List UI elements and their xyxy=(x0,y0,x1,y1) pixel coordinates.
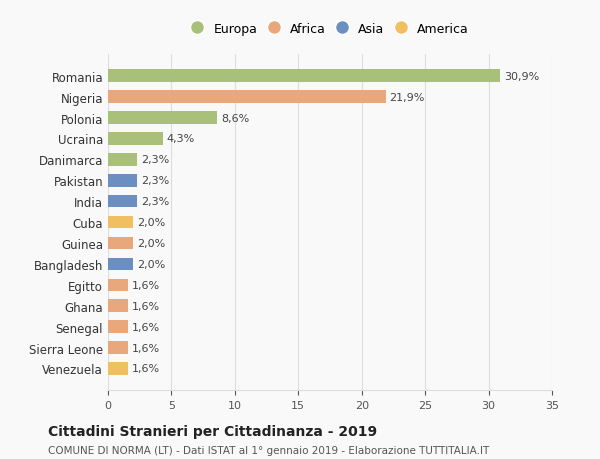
Text: 2,0%: 2,0% xyxy=(137,259,166,269)
Text: 2,3%: 2,3% xyxy=(141,155,169,165)
Text: 2,3%: 2,3% xyxy=(141,176,169,186)
Text: Cittadini Stranieri per Cittadinanza - 2019: Cittadini Stranieri per Cittadinanza - 2… xyxy=(48,425,377,438)
Bar xyxy=(108,237,133,250)
Bar xyxy=(108,363,128,375)
Text: 1,6%: 1,6% xyxy=(132,343,160,353)
Bar xyxy=(108,174,137,187)
Bar xyxy=(108,279,128,291)
Bar xyxy=(108,91,386,104)
Text: 1,6%: 1,6% xyxy=(132,322,160,332)
Text: 1,6%: 1,6% xyxy=(132,364,160,374)
Text: 8,6%: 8,6% xyxy=(221,113,249,123)
Bar xyxy=(108,112,217,124)
Bar xyxy=(108,341,128,354)
Bar xyxy=(108,133,163,146)
Text: 2,0%: 2,0% xyxy=(137,218,166,228)
Legend: Europa, Africa, Asia, America: Europa, Africa, Asia, America xyxy=(186,18,474,41)
Text: 4,3%: 4,3% xyxy=(166,134,194,144)
Text: 30,9%: 30,9% xyxy=(504,72,539,82)
Text: 2,3%: 2,3% xyxy=(141,197,169,207)
Text: 1,6%: 1,6% xyxy=(132,301,160,311)
Bar xyxy=(108,70,500,83)
Text: 21,9%: 21,9% xyxy=(389,92,425,102)
Text: COMUNE DI NORMA (LT) - Dati ISTAT al 1° gennaio 2019 - Elaborazione TUTTITALIA.I: COMUNE DI NORMA (LT) - Dati ISTAT al 1° … xyxy=(48,445,489,455)
Text: 2,0%: 2,0% xyxy=(137,239,166,248)
Bar xyxy=(108,196,137,208)
Bar xyxy=(108,258,133,271)
Bar xyxy=(108,300,128,312)
Bar xyxy=(108,216,133,229)
Bar xyxy=(108,154,137,166)
Bar xyxy=(108,321,128,333)
Text: 1,6%: 1,6% xyxy=(132,280,160,290)
